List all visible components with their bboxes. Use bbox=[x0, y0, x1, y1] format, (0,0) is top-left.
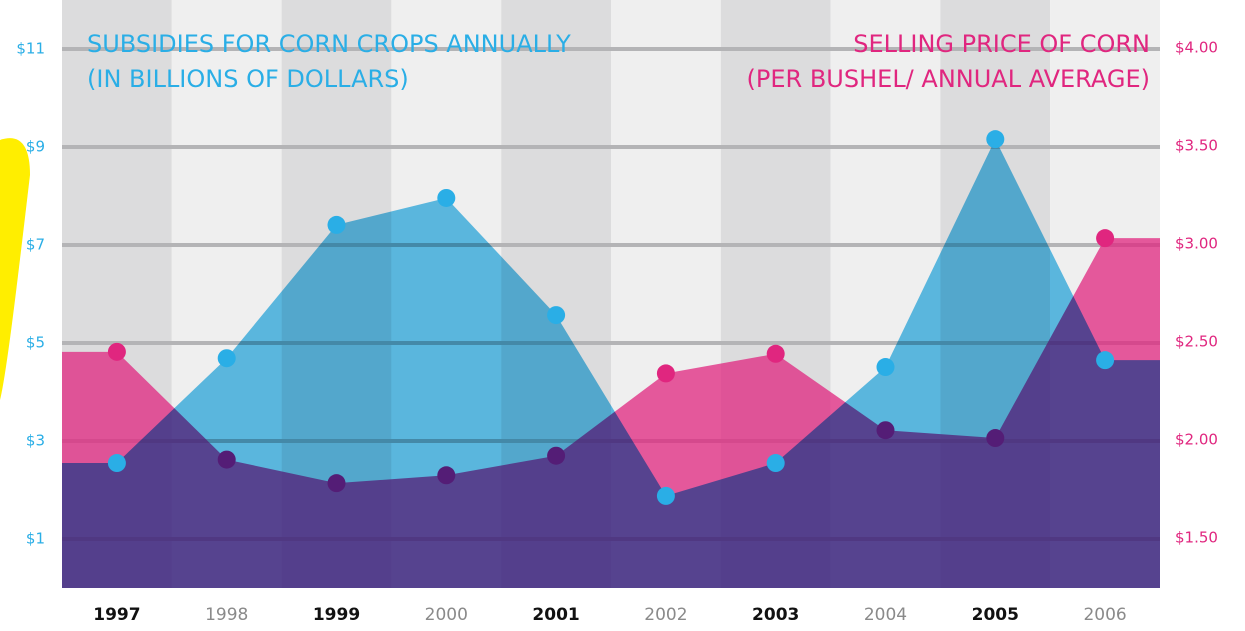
point bbox=[1096, 229, 1114, 247]
x-tick-label: 1999 bbox=[313, 605, 360, 625]
x-tick-label: 1998 bbox=[205, 605, 248, 625]
y-tick-label: $7 bbox=[26, 236, 45, 254]
x-tick-label: 1997 bbox=[93, 605, 140, 625]
y-tick-label: $4.00 bbox=[1175, 39, 1218, 57]
point bbox=[547, 306, 565, 324]
point bbox=[657, 364, 675, 382]
x-tick-label: 2005 bbox=[972, 605, 1019, 625]
y-tick-label: $3.50 bbox=[1175, 137, 1218, 155]
point bbox=[108, 343, 126, 361]
legend-subtitle: (PER BUSHEL/ ANNUAL AVERAGE) bbox=[747, 65, 1150, 93]
point bbox=[108, 454, 126, 472]
point bbox=[328, 216, 346, 234]
x-tick-label: 2004 bbox=[864, 605, 907, 625]
y-tick-label: $5 bbox=[26, 334, 45, 352]
y-tick-label: $2.00 bbox=[1175, 431, 1218, 449]
y-tick-label: $1 bbox=[26, 530, 45, 548]
y-tick-label: $1.50 bbox=[1175, 529, 1218, 547]
point bbox=[986, 130, 1004, 148]
decoration bbox=[0, 138, 30, 400]
point bbox=[877, 358, 895, 376]
x-tick-label: 2000 bbox=[425, 605, 468, 625]
y-tick-label: $2.50 bbox=[1175, 333, 1218, 351]
x-tick-label: 2001 bbox=[532, 605, 579, 625]
point bbox=[767, 454, 785, 472]
y-tick-label: $3 bbox=[26, 432, 45, 450]
point bbox=[218, 349, 236, 367]
legend-title: SUBSIDIES FOR CORN CROPS ANNUALLY bbox=[87, 30, 571, 58]
point bbox=[767, 345, 785, 363]
y-tick-label: $11 bbox=[16, 40, 45, 58]
x-tick-label: 2003 bbox=[752, 605, 799, 625]
x-tick-label: 2002 bbox=[644, 605, 687, 625]
legend-subtitle: (IN BILLIONS OF DOLLARS) bbox=[87, 65, 409, 93]
point bbox=[437, 189, 455, 207]
point bbox=[657, 487, 675, 505]
legend-title: SELLING PRICE OF CORN bbox=[853, 30, 1150, 58]
y-tick-label: $9 bbox=[26, 138, 45, 156]
point bbox=[1096, 351, 1114, 369]
x-tick-label: 2006 bbox=[1083, 605, 1126, 625]
chart: 1997 1998 1999 2000 2001 2002 2003 2004 2005 2006… bbox=[0, 0, 1245, 631]
y-tick-label: $3.00 bbox=[1175, 235, 1218, 253]
